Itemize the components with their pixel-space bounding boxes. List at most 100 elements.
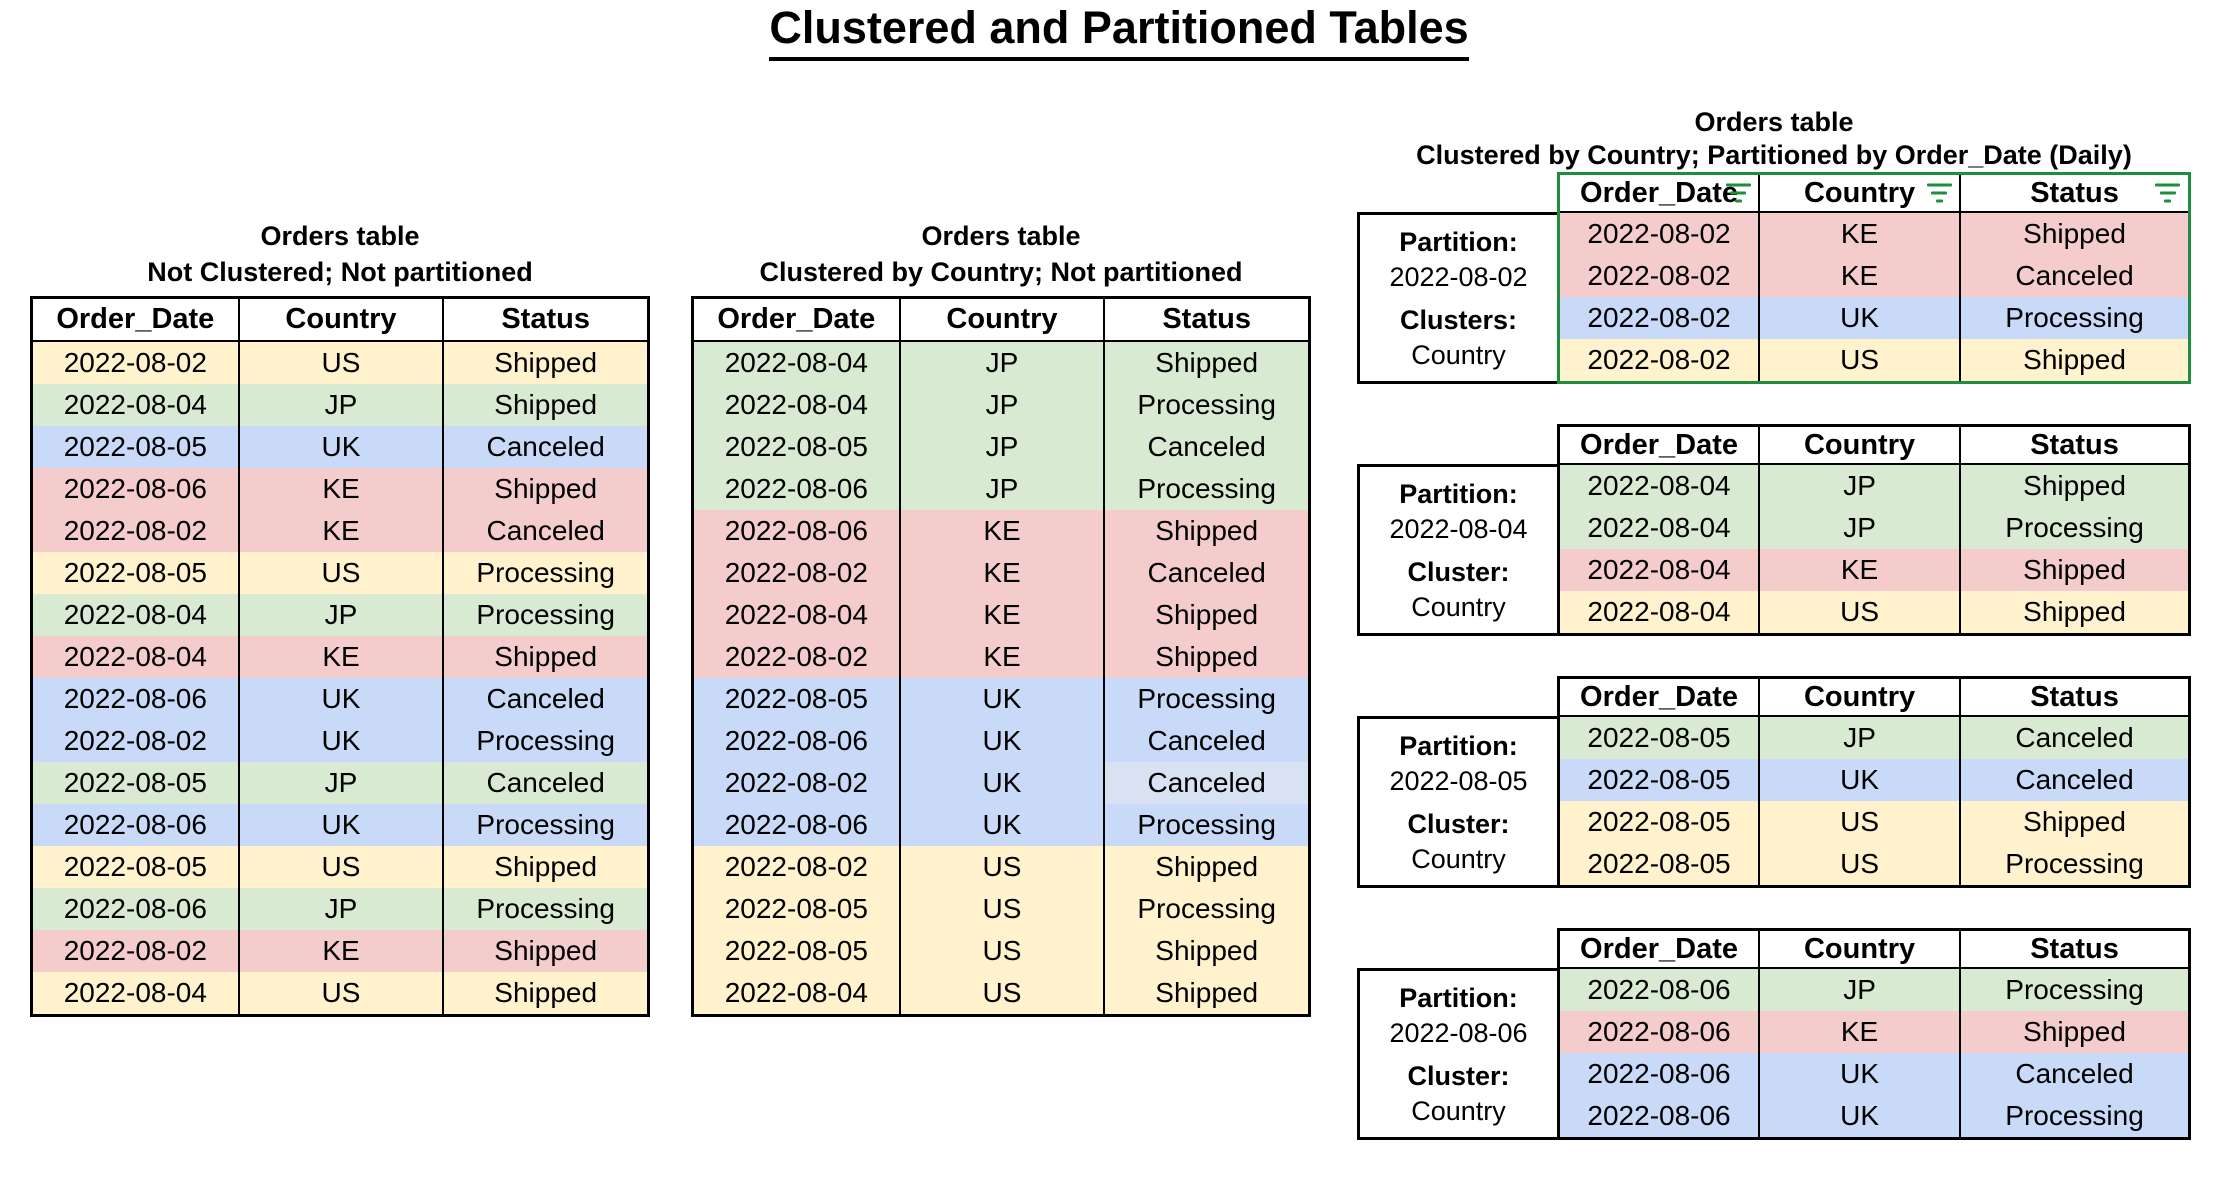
- page-title: Clustered and Partitioned Tables: [0, 2, 2238, 61]
- cell-status: Shipped: [1103, 510, 1308, 552]
- cell-status: Canceled: [1103, 762, 1308, 804]
- cell-order-date: 2022-08-02: [694, 846, 899, 888]
- header-cell-order-date: Order_Date: [1560, 175, 1759, 213]
- cell-order-date: 2022-08-04: [1560, 591, 1759, 633]
- cell-country: KE: [898, 510, 1104, 552]
- cell-country: UK: [898, 720, 1104, 762]
- cell-status: Canceled: [1959, 255, 2188, 297]
- partition-label: Partition:: [1399, 227, 1518, 257]
- cell-status: Processing: [1103, 678, 1308, 720]
- cell-status: Canceled: [442, 426, 647, 468]
- header-cell-order-date: Order_Date: [694, 299, 899, 342]
- cell-country: US: [1758, 339, 1960, 381]
- header-cell-country: Country: [1758, 679, 1960, 717]
- cell-country: US: [898, 888, 1104, 930]
- cell-country: KE: [898, 594, 1104, 636]
- cell-order-date: 2022-08-05: [1560, 717, 1759, 759]
- cell-order-date: 2022-08-04: [1560, 507, 1759, 549]
- cell-order-date: 2022-08-04: [33, 972, 238, 1014]
- header-label: Country: [1803, 428, 1916, 461]
- header-cell-country: Country: [237, 299, 443, 342]
- partition-label-box: Partition: 2022-08-06 Cluster: Country: [1357, 968, 1560, 1140]
- cell-status: Shipped: [442, 846, 647, 888]
- cell-country: JP: [237, 384, 443, 426]
- cell-order-date: 2022-08-06: [694, 804, 899, 846]
- cell-order-date: 2022-08-06: [1560, 1095, 1759, 1137]
- group-title-block: Orders table Clustered by Country; Parti…: [1357, 106, 2191, 172]
- cell-order-date: 2022-08-05: [694, 426, 899, 468]
- header-cell-country: Country: [1758, 427, 1960, 465]
- header-cell-country: Country: [1758, 931, 1960, 969]
- cell-status: Shipped: [1103, 930, 1308, 972]
- cell-order-date: 2022-08-06: [1560, 1011, 1759, 1053]
- cell-order-date: 2022-08-06: [33, 888, 238, 930]
- cluster-stanza: Clusters: Country: [1362, 303, 1555, 373]
- cell-status: Shipped: [1959, 591, 2188, 633]
- header-cell-order-date: Order_Date: [1560, 679, 1759, 717]
- cell-order-date: 2022-08-04: [694, 972, 899, 1014]
- cell-status: Processing: [1103, 804, 1308, 846]
- cell-status: Shipped: [1959, 213, 2188, 255]
- header-label: Order_Date: [1580, 680, 1738, 713]
- cell-country: JP: [237, 594, 443, 636]
- cell-order-date: 2022-08-04: [33, 384, 238, 426]
- table-group-clustered: Orders table Clustered by Country; Not p…: [691, 218, 1311, 1017]
- cell-country: JP: [898, 468, 1104, 510]
- cell-order-date: 2022-08-06: [33, 678, 238, 720]
- cluster-stanza: Cluster: Country: [1362, 807, 1555, 877]
- cell-order-date: 2022-08-04: [33, 636, 238, 678]
- cell-country: US: [1758, 843, 1960, 885]
- cell-status: Shipped: [1103, 846, 1308, 888]
- partition-stanza: Partition: 2022-08-02: [1362, 225, 1555, 295]
- partition-value: 2022-08-05: [1389, 766, 1528, 796]
- cell-country: US: [237, 846, 443, 888]
- cell-status: Processing: [1959, 297, 2188, 339]
- cell-status: Canceled: [1103, 720, 1308, 762]
- partition-label-box: Partition: 2022-08-02 Clusters: Country: [1357, 212, 1560, 384]
- cell-status: Shipped: [1959, 549, 2188, 591]
- cell-order-date: 2022-08-05: [694, 888, 899, 930]
- cell-country: KE: [237, 930, 443, 972]
- cell-order-date: 2022-08-05: [694, 678, 899, 720]
- partition-value: 2022-08-02: [1389, 262, 1528, 292]
- cell-status: Processing: [1103, 384, 1308, 426]
- cell-order-date: 2022-08-05: [1560, 843, 1759, 885]
- cell-order-date: 2022-08-06: [694, 510, 899, 552]
- cell-country: KE: [237, 468, 443, 510]
- header-cell-status: Status: [442, 299, 647, 342]
- cell-country: US: [237, 552, 443, 594]
- cluster-label: Cluster:: [1407, 557, 1510, 587]
- cell-status: Processing: [442, 552, 647, 594]
- cell-order-date: 2022-08-05: [33, 426, 238, 468]
- cell-order-date: 2022-08-02: [1560, 255, 1759, 297]
- table-group-partitioned: Orders table Clustered by Country; Parti…: [1357, 106, 2191, 1140]
- cell-country: US: [898, 846, 1104, 888]
- cell-order-date: 2022-08-06: [694, 720, 899, 762]
- header-label: Country: [1803, 176, 1916, 209]
- cell-country: UK: [237, 804, 443, 846]
- cell-order-date: 2022-08-04: [694, 384, 899, 426]
- cell-country: UK: [237, 678, 443, 720]
- cluster-stanza: Cluster: Country: [1362, 555, 1555, 625]
- partition-value: 2022-08-06: [1389, 1018, 1528, 1048]
- header-label: Status: [2030, 680, 2119, 713]
- cell-order-date: 2022-08-02: [33, 930, 238, 972]
- cell-status: Shipped: [1959, 1011, 2188, 1053]
- filter-icon: [1725, 183, 1751, 203]
- cell-country: KE: [898, 636, 1104, 678]
- cell-country: JP: [237, 888, 443, 930]
- cell-order-date: 2022-08-06: [1560, 1053, 1759, 1095]
- partition-block-2022-08-05: Partition: 2022-08-05 Cluster: Country O…: [1357, 676, 2191, 888]
- cell-country: UK: [1758, 1053, 1960, 1095]
- header-label: Status: [501, 303, 590, 335]
- partition-label: Partition:: [1399, 983, 1518, 1013]
- cell-country: JP: [237, 762, 443, 804]
- header-label: Country: [285, 303, 397, 335]
- cell-order-date: 2022-08-04: [1560, 465, 1759, 507]
- cell-country: UK: [898, 804, 1104, 846]
- partition-label-box: Partition: 2022-08-05 Cluster: Country: [1357, 716, 1560, 888]
- header-label: Country: [946, 303, 1058, 335]
- cell-order-date: 2022-08-04: [694, 594, 899, 636]
- cell-status: Shipped: [1103, 342, 1308, 384]
